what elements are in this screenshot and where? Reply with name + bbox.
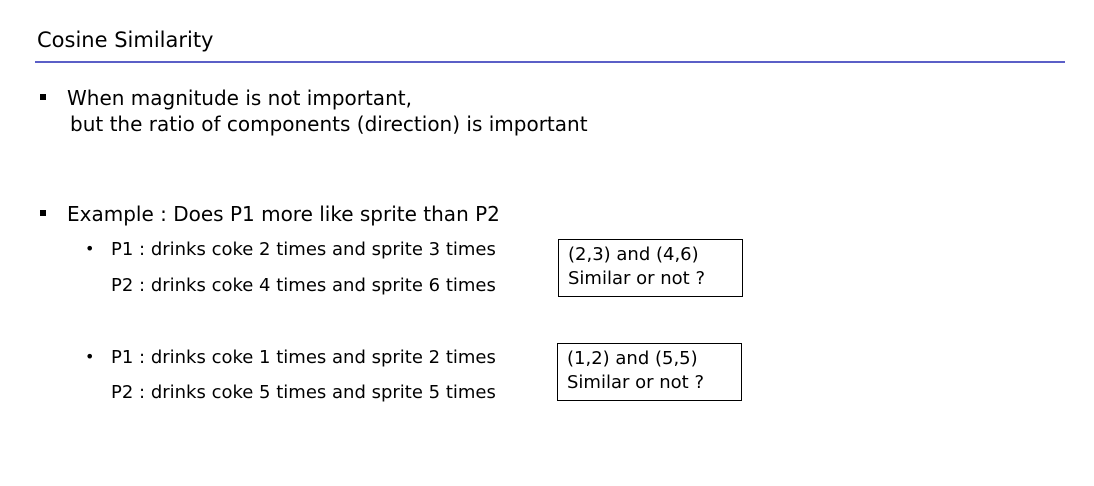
dot-bullet-icon: • bbox=[85, 347, 95, 366]
square-bullet-icon bbox=[40, 210, 46, 216]
bullet-1-line-1: When magnitude is not important, bbox=[67, 86, 412, 110]
dot-bullet-icon: • bbox=[85, 239, 95, 258]
example-1-question-box: (2,3) and (4,6) Similar or not ? bbox=[558, 239, 743, 297]
example-2-box-line-1: (1,2) and (5,5) bbox=[567, 348, 698, 369]
bullet-1-line-2: but the ratio of components (direction) … bbox=[70, 112, 588, 136]
slide-title: Cosine Similarity bbox=[37, 28, 214, 52]
example-2-box-line-2: Similar or not ? bbox=[567, 372, 705, 393]
title-divider bbox=[35, 61, 1065, 63]
square-bullet-icon bbox=[40, 94, 46, 100]
example-1-box-line-1: (2,3) and (4,6) bbox=[568, 244, 699, 265]
example-2-question-box: (1,2) and (5,5) Similar or not ? bbox=[557, 343, 742, 401]
example-1-p1: P1 : drinks coke 2 times and sprite 3 ti… bbox=[111, 239, 496, 260]
example-1-p2: P2 : drinks coke 4 times and sprite 6 ti… bbox=[111, 275, 496, 296]
bullet-2-line-1: Example : Does P1 more like sprite than … bbox=[67, 202, 500, 226]
example-2-p2: P2 : drinks coke 5 times and sprite 5 ti… bbox=[111, 382, 496, 403]
example-2-p1: P1 : drinks coke 1 times and sprite 2 ti… bbox=[111, 347, 496, 368]
example-1-box-line-2: Similar or not ? bbox=[568, 268, 706, 289]
